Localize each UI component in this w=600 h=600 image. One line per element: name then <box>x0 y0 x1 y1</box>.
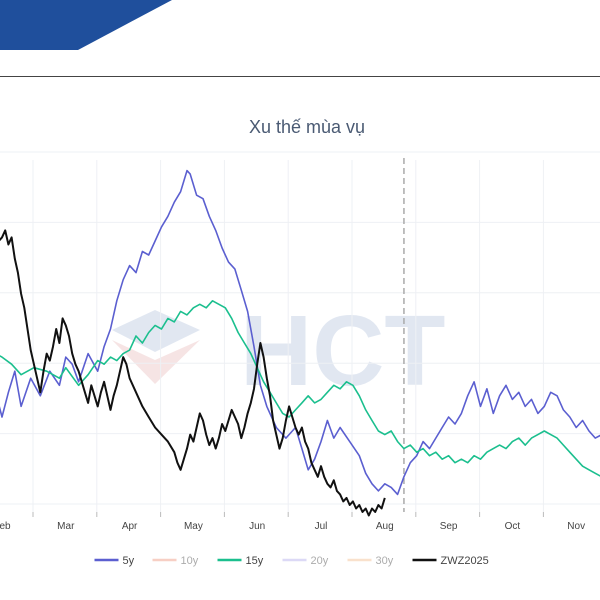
grid-lines <box>0 151 600 512</box>
x-tick-label: Feb <box>0 521 11 532</box>
legend-label: 30y <box>376 555 394 567</box>
series-line-5y <box>0 169 600 496</box>
x-tick-label: Jun <box>249 521 265 532</box>
legend-label: ZWZ2025 <box>441 555 489 567</box>
chart-title: Xu thế mùa vụ <box>249 117 365 137</box>
legend-item-5y[interactable]: 5y <box>94 555 135 567</box>
legend-item-30y[interactable]: 30y <box>347 555 394 567</box>
x-tick-label: Oct <box>505 521 521 532</box>
x-tick-label: Sep <box>440 521 458 532</box>
legend-item-15y[interactable]: 15y <box>217 555 264 567</box>
series-line-zwz2025 <box>0 229 386 517</box>
legend: 5y 10y 15y 20y 30y ZWZ2025 <box>94 555 489 567</box>
x-tick-label: Nov <box>567 521 585 532</box>
x-tick-label: Apr <box>122 521 138 532</box>
legend-label: 10y <box>181 555 199 567</box>
header-divider <box>0 76 600 77</box>
x-axis-ticks: Feb Mar Apr May Jun Jul Aug Sep Oct Nov <box>0 512 585 532</box>
x-tick-label: Jul <box>315 521 328 532</box>
legend-label: 5y <box>123 555 135 567</box>
x-tick-label: Aug <box>376 521 394 532</box>
watermark-text: HCT <box>240 295 446 407</box>
x-tick-label: May <box>184 521 203 532</box>
legend-item-10y[interactable]: 10y <box>152 555 199 567</box>
legend-label: 20y <box>311 555 329 567</box>
watermark-logo: HCT <box>112 295 446 407</box>
x-tick-label: Mar <box>57 521 75 532</box>
series-line-15y <box>0 300 600 477</box>
legend-item-zwz2025[interactable]: ZWZ2025 <box>412 555 489 567</box>
header-banner-shape <box>0 0 172 50</box>
legend-item-20y[interactable]: 20y <box>282 555 329 567</box>
legend-label: 15y <box>246 555 264 567</box>
header-band <box>0 0 600 76</box>
series-lines <box>0 169 600 517</box>
